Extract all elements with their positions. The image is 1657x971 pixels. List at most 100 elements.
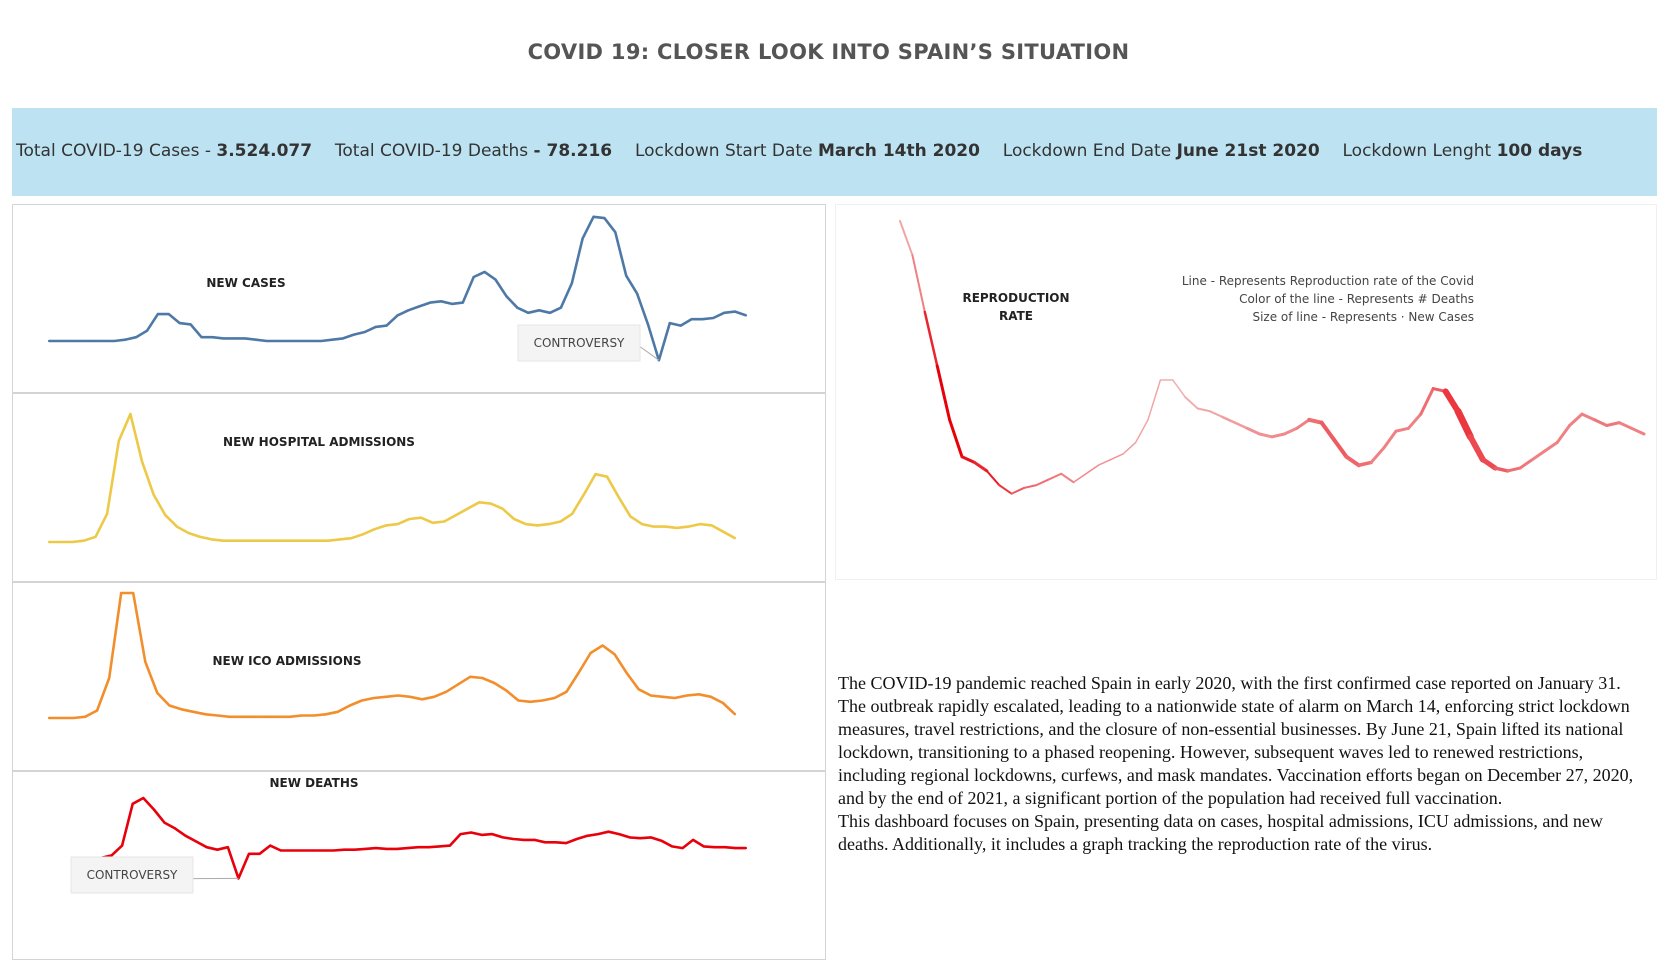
new_hospital_admissions-point	[175, 525, 178, 528]
reproduction-rate-segment	[1221, 415, 1237, 424]
new_cases-point	[167, 313, 170, 316]
reproduction-rate-segment	[1122, 441, 1137, 455]
new_cases-point	[744, 314, 748, 317]
new_ico_admissions-point	[637, 688, 640, 691]
new_ico_admissions-point	[420, 698, 424, 701]
new_ico_admissions-point	[649, 694, 652, 697]
new_hospital_admissions-point	[594, 473, 597, 476]
new_ico_admissions-point	[156, 691, 159, 695]
new_ico_admissions-point	[529, 700, 532, 703]
new_hospital_admissions-point	[315, 539, 318, 542]
reproduction-rate-segment	[1506, 466, 1522, 473]
new_deaths-point	[628, 836, 631, 839]
new_cases-point	[559, 306, 562, 309]
new_deaths-series-line	[100, 796, 746, 880]
new_cases-point	[592, 215, 595, 218]
new_hospital_admissions-point	[396, 522, 399, 526]
new_deaths-point	[438, 845, 441, 848]
new_cases-point	[450, 302, 454, 305]
new_deaths-point	[670, 845, 674, 848]
new_ico_admissions-point	[565, 690, 568, 693]
new_ico_admissions-point	[120, 591, 123, 595]
reproduction-rate-segment	[1382, 429, 1398, 450]
new_cases-point	[102, 339, 105, 343]
reproduction-rate-segment	[1518, 458, 1534, 470]
reproduction-rate-segment	[1467, 433, 1486, 463]
reproduction-rate-segment	[998, 484, 1013, 495]
new_hospital_admissions-point	[536, 524, 539, 527]
new_hospital_admissions-title: NEW HOSPITAL ADMISSIONS	[223, 435, 415, 449]
new_cases-point	[363, 330, 366, 334]
reproduction-rate-panel: REPRODUCTION RATE Line - Represents Reprod…	[835, 204, 1657, 580]
new_cases-point	[156, 313, 160, 316]
new_cases-point	[734, 310, 737, 313]
new-cases-chart: NEW CASES CONTROVERSY	[47, 215, 748, 362]
reproduction-rate-segment	[1134, 419, 1149, 444]
new_ico_admissions-point	[240, 715, 243, 718]
reproduction-rate-legend-line: Size of line - Represents · New Cases	[1252, 310, 1474, 324]
reproduction-rate-segment	[1605, 421, 1621, 427]
new_ico_admissions-point	[408, 695, 412, 698]
reproduction-rate-segment	[1060, 472, 1075, 484]
new_hospital_admissions-point	[233, 539, 237, 542]
new_cases-points	[47, 215, 748, 362]
reproduction-rate-segment	[1555, 423, 1572, 445]
new_deaths-point	[512, 837, 515, 841]
new_ico_admissions-point	[47, 716, 51, 720]
new_ico_admissions-point	[433, 695, 436, 698]
new_hospital_admissions-point	[292, 539, 295, 542]
new_hospital_admissions-point	[733, 537, 737, 540]
new_deaths-point	[618, 833, 621, 836]
reproduction-rate-segment	[1406, 412, 1423, 430]
new_ico_admissions-point	[59, 716, 63, 720]
new_deaths-point	[491, 833, 494, 836]
new_deaths-point	[469, 831, 473, 834]
new_ico_admissions-point	[625, 671, 628, 675]
new_deaths-point	[184, 834, 187, 837]
new_cases-point	[189, 323, 192, 326]
new_deaths-annotation-box	[70, 856, 194, 894]
new_hospital_admissions-point	[326, 539, 330, 542]
new_deaths-point	[596, 833, 600, 836]
new_cases-point	[418, 305, 421, 308]
new_deaths-point	[448, 844, 452, 847]
new_deaths-point	[723, 846, 726, 849]
new-deaths-panel: NEW DEATHS CONTROVERSY	[12, 771, 826, 960]
new_ico_admissions-point	[517, 699, 520, 702]
new_hospital_admissions-point	[152, 493, 155, 496]
new_hospital_admissions-point	[710, 524, 713, 527]
new_deaths-point	[607, 830, 610, 833]
new_deaths-point	[406, 846, 409, 850]
reproduction-rate-title-line-2: RATE	[999, 309, 1033, 323]
reproduction-rate-segment	[1319, 420, 1336, 442]
new_ico_admissions-point	[673, 696, 676, 700]
new_hospital_admissions-point	[571, 512, 574, 515]
new_hospital_admissions-point	[140, 460, 144, 463]
new_cases-point	[494, 278, 497, 281]
kpi-banner: Total COVID-19 Cases - 3.524.077 Total C…	[12, 108, 1657, 196]
new_cases-point	[243, 337, 247, 340]
new_cases-point	[124, 338, 127, 341]
new_cases-point	[385, 324, 388, 327]
new_ico_admissions-point	[457, 683, 460, 686]
new_hospital_admissions-point	[129, 412, 132, 416]
reproduction-rate-segment	[1394, 426, 1410, 433]
new_cases-point	[407, 309, 410, 312]
new_ico_admissions-point	[505, 689, 508, 692]
new_deaths-point	[660, 839, 663, 842]
new_cases-point	[472, 275, 475, 279]
lockdown-start-label: Lockdown Start Date	[634, 141, 813, 161]
reproduction-rate-segment	[923, 310, 939, 368]
new_ico_admissions-point	[312, 714, 315, 717]
new_hospital_admissions-point	[350, 537, 353, 540]
new_hospital_admissions-point	[385, 524, 388, 527]
new_hospital_admissions-series-line	[49, 412, 736, 544]
new_cases-point	[374, 325, 377, 329]
new_hospital_admissions-point	[257, 539, 260, 542]
new_cases-annotation-leader	[639, 346, 660, 361]
new_cases-point	[548, 311, 552, 314]
reproduction-rate-segment	[899, 220, 914, 257]
reproduction-rate-segment	[1172, 379, 1186, 398]
new_deaths-point	[353, 848, 356, 851]
new_deaths-point	[639, 837, 642, 840]
